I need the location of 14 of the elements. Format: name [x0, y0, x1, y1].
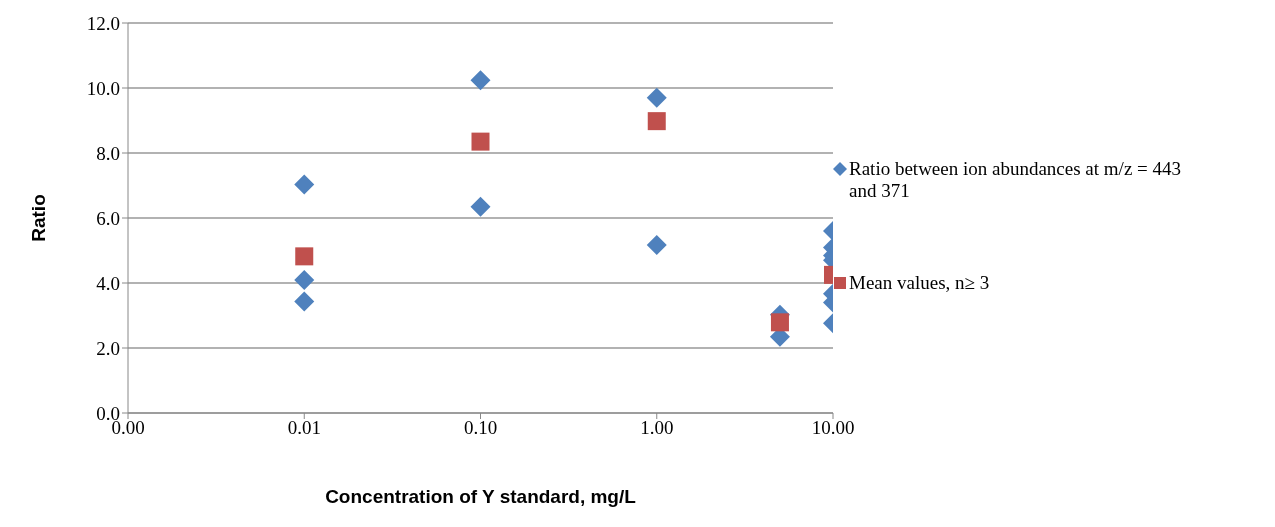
- legend-label: Ratio between ion abundances at m/z = 443 and 371: [849, 157, 1183, 202]
- y-tick-label: 2.0: [96, 337, 120, 359]
- x-tick-label: 0.10: [463, 417, 498, 439]
- x-tick-label: 10.00: [811, 417, 855, 439]
- y-tick-label: 4.0: [96, 272, 120, 294]
- y-tick-label: 12.0: [86, 12, 120, 34]
- y-tick-label: 8.0: [96, 142, 120, 164]
- x-tick-label: 0.01: [287, 417, 321, 439]
- y-tick-label: 10.0: [86, 77, 120, 99]
- x-axis-title: Concentration of Y standard, mg/L: [325, 486, 637, 507]
- legend-label: Mean values, n≥ 3: [849, 271, 990, 294]
- x-tick-label: 1.00: [640, 417, 674, 439]
- y-tick-label: 6.0: [96, 207, 120, 229]
- y-axis-title: Ratio: [27, 194, 49, 242]
